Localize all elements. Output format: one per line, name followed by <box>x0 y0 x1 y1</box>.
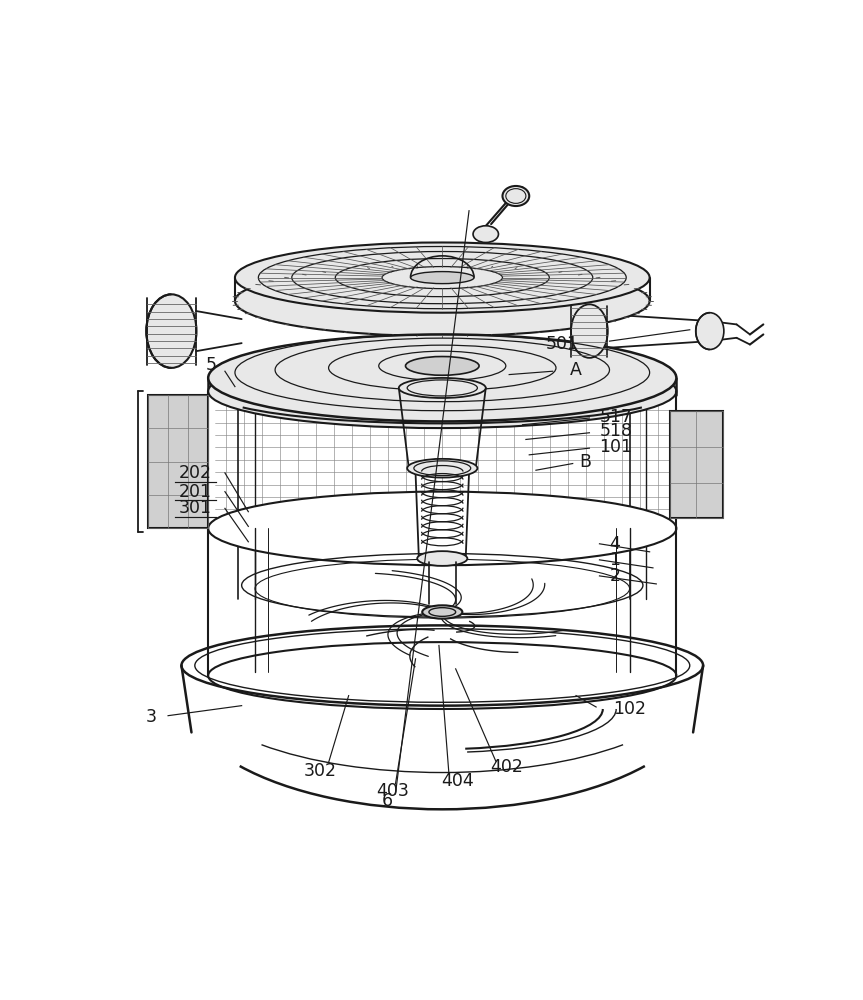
Text: 201: 201 <box>179 483 211 501</box>
Ellipse shape <box>473 226 499 242</box>
Text: B: B <box>579 453 591 471</box>
Ellipse shape <box>696 313 724 349</box>
Ellipse shape <box>417 551 468 566</box>
Text: A: A <box>570 361 582 379</box>
Text: 404: 404 <box>441 772 474 790</box>
Text: 101: 101 <box>600 438 633 456</box>
Text: 5: 5 <box>206 356 217 374</box>
Ellipse shape <box>208 355 677 428</box>
Text: 403: 403 <box>375 782 408 800</box>
Ellipse shape <box>147 294 197 368</box>
Bar <box>148 395 208 528</box>
Ellipse shape <box>208 334 677 421</box>
Ellipse shape <box>235 242 650 313</box>
Ellipse shape <box>399 378 486 398</box>
Text: 6: 6 <box>382 792 393 810</box>
Ellipse shape <box>502 186 529 206</box>
Ellipse shape <box>411 272 474 284</box>
Text: 302: 302 <box>304 762 337 780</box>
Text: 202: 202 <box>179 464 211 482</box>
Text: 2: 2 <box>609 567 620 585</box>
Ellipse shape <box>407 459 477 478</box>
Text: 501: 501 <box>546 335 579 353</box>
Ellipse shape <box>422 605 463 619</box>
Ellipse shape <box>235 266 650 336</box>
Text: 517: 517 <box>600 408 633 426</box>
Text: 518: 518 <box>600 422 633 440</box>
Text: 402: 402 <box>490 758 523 776</box>
Ellipse shape <box>406 357 479 375</box>
Ellipse shape <box>571 304 608 358</box>
Ellipse shape <box>208 492 677 565</box>
Text: 301: 301 <box>179 499 211 517</box>
Bar <box>670 411 723 518</box>
Text: 4: 4 <box>609 535 620 553</box>
Text: 102: 102 <box>613 700 646 718</box>
Text: 1: 1 <box>609 551 620 569</box>
Text: 3: 3 <box>146 708 157 726</box>
